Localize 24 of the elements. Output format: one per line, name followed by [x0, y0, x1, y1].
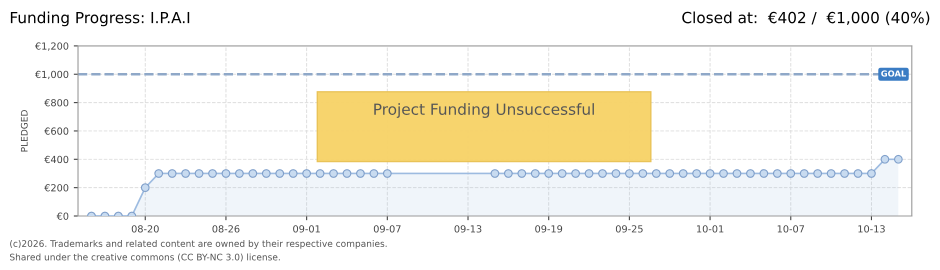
text: (c)2026. Trademarks and related content are owned by their respective companies. [10, 240, 387, 249]
x-tick-label: 10-07 [778, 225, 804, 233]
x-tick-label: 08-26 [212, 225, 240, 233]
y-tick-label: €800 [44, 99, 68, 106]
y-tick-label: €1,000 [34, 70, 68, 80]
chart-title: Funding Progress: I.P.A.I [10, 12, 190, 26]
y-tick-label: €200 [44, 184, 68, 192]
y-tick-label: €1,200 [34, 42, 68, 51]
x-tick-label: 09-13 [454, 225, 482, 233]
y-axis-title: PLEDGED [20, 110, 28, 152]
x-tick-label: 09-07 [374, 225, 401, 233]
text: Shared under the creative commons (CC BY-NC 3.0) license. [10, 253, 280, 262]
annotation: Project Funding Unsuccessful [374, 103, 594, 118]
y-tick-label: €400 [44, 156, 68, 164]
y-tick-label: €0 [56, 212, 68, 220]
chart-subtitle: Closed at: €402 / €1,000 (40%) [682, 12, 930, 26]
x-tick-label: 09-01 [293, 225, 320, 233]
x-tick-label: 09-19 [535, 225, 562, 233]
x-tick-label: 10-01 [697, 225, 724, 233]
ref-line-label: GOAL [881, 70, 906, 77]
x-tick-label: 10-13 [858, 225, 885, 233]
x-tick-label: 08-20 [132, 225, 159, 233]
x-tick-label: 09-25 [616, 225, 643, 233]
y-tick-label: €600 [44, 127, 68, 135]
